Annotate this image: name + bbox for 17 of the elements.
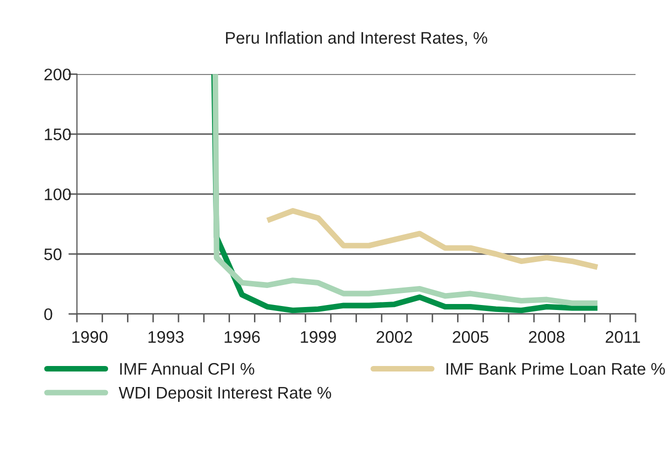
chart-title: Peru Inflation and Interest Rates, % <box>226 32 488 46</box>
x-tick-label: 2002 <box>376 331 412 343</box>
x-tick-label: 2005 <box>452 331 488 343</box>
y-tick-label: 150 <box>44 128 71 140</box>
y-tick-label: 50 <box>44 248 62 260</box>
x-tick-label: 1990 <box>72 331 108 343</box>
x-tick-label: 2011 <box>606 331 640 343</box>
y-tick-label: 100 <box>44 188 71 200</box>
y-tick-label: 0 <box>44 308 52 320</box>
legend-label: IMF Bank Prime Loan Rate % <box>446 362 665 375</box>
x-tick-label: 1993 <box>148 331 184 343</box>
x-tick-label: 1996 <box>224 331 260 343</box>
x-tick-label: 1999 <box>300 331 336 343</box>
legend-label: WDI Deposit Interest Rate % <box>118 386 332 402</box>
y-tick-label: 200 <box>44 68 71 80</box>
x-tick-label: 2008 <box>528 331 564 343</box>
legend-label: IMF Annual CPI % <box>120 362 254 375</box>
